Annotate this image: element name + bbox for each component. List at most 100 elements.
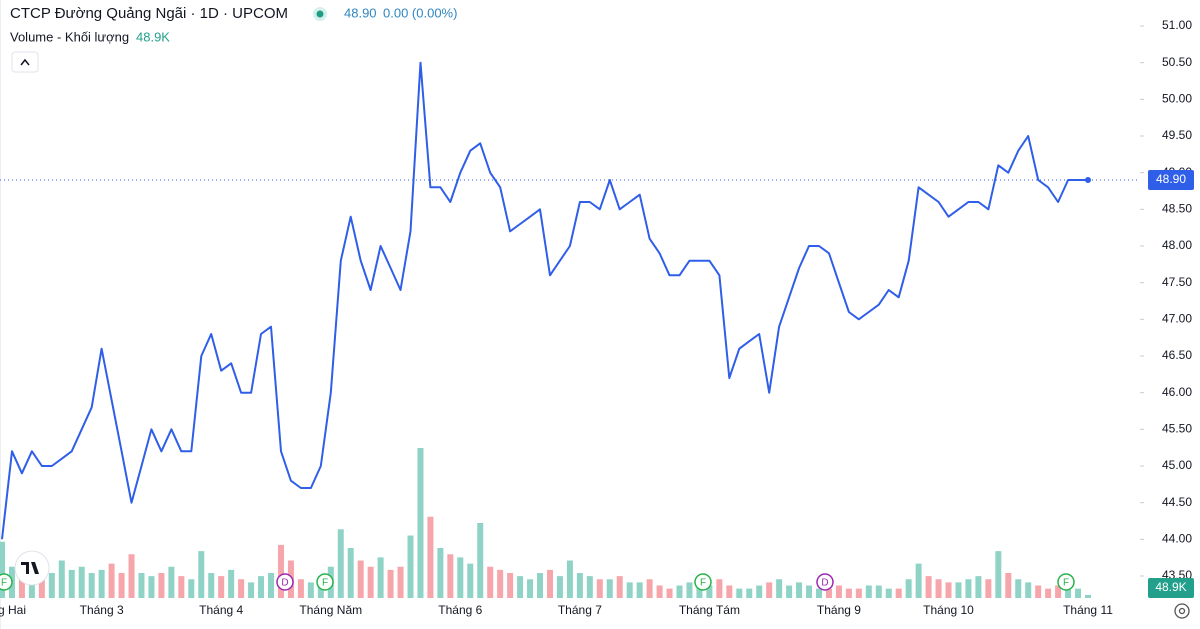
volume-bar	[18, 573, 25, 598]
volume-bar	[138, 573, 145, 598]
y-tick-label: 49.50	[1162, 128, 1192, 142]
y-tick-label: 45.00	[1162, 458, 1192, 472]
volume-bar	[726, 585, 733, 598]
volume-bar	[218, 576, 225, 598]
volume-bar	[885, 588, 892, 598]
settings-button[interactable]	[1174, 603, 1190, 619]
price-axis	[1140, 0, 1200, 629]
x-tick-label: Tháng Năm	[299, 603, 362, 617]
volume-bar	[766, 582, 773, 598]
volume-bar	[347, 548, 354, 598]
x-tick-label: Tháng 9	[817, 603, 861, 617]
volume-bar	[746, 588, 753, 598]
y-tick-label: 45.50	[1162, 422, 1192, 436]
volume-title: Volume - Khối lượng	[10, 29, 129, 44]
volume-value: 48.9K	[136, 29, 170, 44]
volume-bar	[975, 576, 982, 598]
volume-bar	[626, 582, 633, 598]
volume-bar	[208, 573, 215, 598]
volume-bar	[417, 448, 424, 598]
volume-bar	[68, 569, 75, 598]
volume-bar	[965, 579, 972, 598]
volume-bar	[1035, 585, 1042, 598]
volume-bar	[786, 585, 793, 598]
volume-bar	[297, 579, 304, 598]
last-price-tag	[1148, 170, 1194, 190]
collapse-button[interactable]	[11, 51, 39, 73]
event-marker	[694, 573, 712, 591]
volume-bar	[706, 585, 713, 598]
volume-bar	[1055, 585, 1062, 598]
volume-bar	[945, 582, 952, 598]
x-tick-label: Tháng 10	[923, 603, 974, 617]
header-change: 0.00 (0.00%)	[383, 5, 457, 20]
volume-bar	[0, 541, 5, 598]
volume-bar	[646, 579, 653, 598]
volume-bar	[905, 579, 912, 598]
volume-bar	[656, 585, 663, 598]
volume-tag	[1148, 578, 1194, 598]
volume-bar	[935, 579, 942, 598]
volume-bar	[477, 523, 484, 598]
volume-bar	[606, 579, 613, 598]
header-price: 48.90	[344, 5, 377, 20]
y-tick-label: 44.50	[1162, 495, 1192, 509]
y-tick-label: 51.00	[1162, 18, 1192, 32]
volume-bar	[1045, 588, 1052, 598]
y-tick-label: 50.00	[1162, 92, 1192, 106]
settings-icon	[1178, 607, 1186, 615]
x-tick-label: Tháng Tám	[679, 603, 740, 617]
volume-bar	[377, 557, 384, 598]
volume-bar	[337, 529, 344, 598]
volume-bar	[915, 563, 922, 598]
volume-bar	[447, 554, 454, 598]
volume-bar	[48, 573, 55, 598]
volume-bar	[686, 582, 693, 598]
volume-bar	[168, 566, 175, 598]
event-label: D	[821, 578, 828, 589]
tv-logo	[14, 550, 50, 586]
y-tick-label: 46.00	[1162, 385, 1192, 399]
event-marker	[316, 573, 334, 591]
volume-bar	[796, 582, 803, 598]
volume-bar	[835, 585, 842, 598]
x-tick-label: Tháng 11	[1063, 603, 1113, 617]
volume-bar	[995, 551, 1002, 598]
volume-bar	[387, 569, 394, 598]
price-line	[1, 61, 1088, 540]
volume-bar	[756, 585, 763, 598]
volume-bar	[925, 576, 932, 598]
volume-bar	[527, 579, 534, 598]
volume-bar	[158, 573, 165, 598]
x-tick-label: Tháng 4	[199, 603, 243, 617]
volume-bar	[517, 576, 524, 598]
volume-bar	[815, 588, 822, 598]
volume-bar	[437, 548, 444, 598]
volume-bar	[198, 551, 205, 598]
volume-bar	[955, 582, 962, 598]
volume-bar	[108, 563, 115, 598]
volume-bar	[507, 573, 514, 598]
event-marker	[1057, 573, 1075, 591]
event-label: F	[1063, 578, 1069, 589]
y-tick-label: 46.50	[1162, 348, 1192, 362]
x-tick-label: Tháng 7	[558, 603, 602, 617]
volume-bar	[566, 560, 573, 598]
x-tick-label: Tháng 6	[438, 603, 482, 617]
volume-bar	[985, 579, 992, 598]
volume-bar	[397, 566, 404, 598]
volume-bar	[596, 579, 603, 598]
y-tick-label: 47.00	[1162, 312, 1192, 326]
volume-bar	[586, 576, 593, 598]
collapse-icon	[20, 58, 30, 66]
volume-bar	[716, 579, 723, 598]
volume-bar	[487, 566, 494, 598]
volume-bar	[1015, 579, 1022, 598]
volume-bar	[407, 535, 414, 598]
volume-bar	[1075, 588, 1082, 598]
y-tick-label: 48.50	[1162, 202, 1192, 216]
last-price-tag-label: 48.90	[1156, 172, 1186, 186]
